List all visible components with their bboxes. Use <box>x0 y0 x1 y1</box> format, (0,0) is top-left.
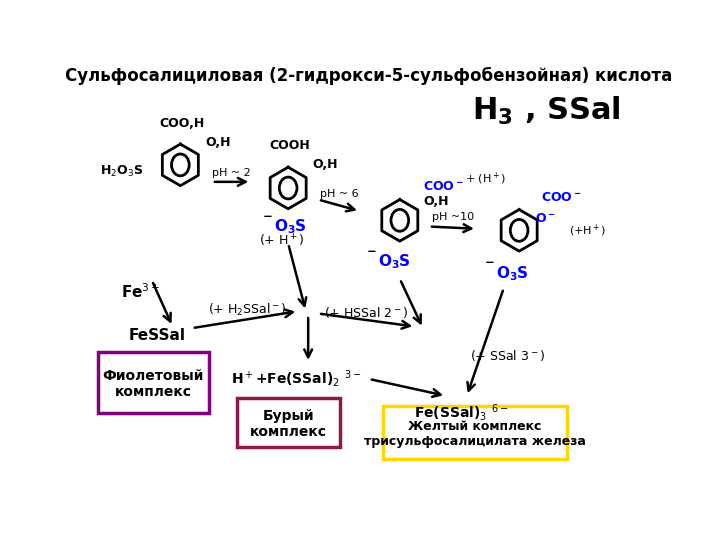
Text: Fe$^{3+}$: Fe$^{3+}$ <box>120 282 160 301</box>
Text: $\mathbf{H_3}$ , SSal: $\mathbf{H_3}$ , SSal <box>472 95 621 127</box>
Text: O,H: O,H <box>312 158 338 171</box>
Text: $\mathbf{^-}$: $\mathbf{^-}$ <box>482 258 495 276</box>
Text: $\mathbf{COO^-}$: $\mathbf{COO^-}$ <box>541 191 581 204</box>
Text: $\mathbf{^-}$: $\mathbf{^-}$ <box>364 247 377 265</box>
Text: (+ H$^+$): (+ H$^+$) <box>259 232 305 248</box>
Text: + (H$^+$): + (H$^+$) <box>465 171 506 187</box>
FancyBboxPatch shape <box>98 352 209 413</box>
Text: COO,H: COO,H <box>159 117 204 130</box>
Text: O,H: O,H <box>423 195 449 208</box>
Text: COOH: COOH <box>269 139 310 152</box>
Text: (+H$^+$): (+H$^+$) <box>570 223 607 239</box>
Text: Бурый
комплекс: Бурый комплекс <box>250 409 327 440</box>
Text: H$_2$O$_3$S: H$_2$O$_3$S <box>100 164 143 179</box>
Text: $\mathbf{O_3S}$: $\mathbf{O_3S}$ <box>496 264 529 283</box>
Text: $\mathbf{^-}$: $\mathbf{^-}$ <box>260 211 273 230</box>
FancyBboxPatch shape <box>383 406 567 459</box>
Text: (+ H$_2$SSal$^-$): (+ H$_2$SSal$^-$) <box>208 302 287 318</box>
Text: H$^+$+Fe(SSal)$_2$ $^{3-}$: H$^+$+Fe(SSal)$_2$ $^{3-}$ <box>230 368 361 389</box>
Text: FeSSal: FeSSal <box>129 328 186 343</box>
Text: $\mathbf{COO^-}$: $\mathbf{COO^-}$ <box>423 180 464 193</box>
Text: $\mathbf{O^-}$: $\mathbf{O^-}$ <box>534 212 555 225</box>
Text: Желтый комплекс
трисульфосалицилата железа: Желтый комплекс трисульфосалицилата желе… <box>364 421 585 448</box>
Text: (+ SSal $3^-$): (+ SSal $3^-$) <box>470 348 545 363</box>
Text: pH ~ 6: pH ~ 6 <box>320 189 359 199</box>
Text: $\mathbf{O_3S}$: $\mathbf{O_3S}$ <box>378 253 411 271</box>
Text: Фиолетовый
комплекс: Фиолетовый комплекс <box>103 369 204 400</box>
Text: pH ~ 2: pH ~ 2 <box>212 167 251 178</box>
Text: (+ HSSal $2^-$): (+ HSSal $2^-$) <box>324 305 409 320</box>
Text: O,H: O,H <box>206 136 231 149</box>
Text: pH ~10: pH ~10 <box>432 212 474 222</box>
Text: Сульфосалициловая (2-гидрокси-5-сульфобензойная) кислота: Сульфосалициловая (2-гидрокси-5-сульфобе… <box>66 66 672 85</box>
FancyBboxPatch shape <box>237 398 340 448</box>
Text: Fe(SSal)$_3$ $^{6-}$: Fe(SSal)$_3$ $^{6-}$ <box>414 402 509 423</box>
Text: $\mathbf{O_3S}$: $\mathbf{O_3S}$ <box>274 217 307 236</box>
